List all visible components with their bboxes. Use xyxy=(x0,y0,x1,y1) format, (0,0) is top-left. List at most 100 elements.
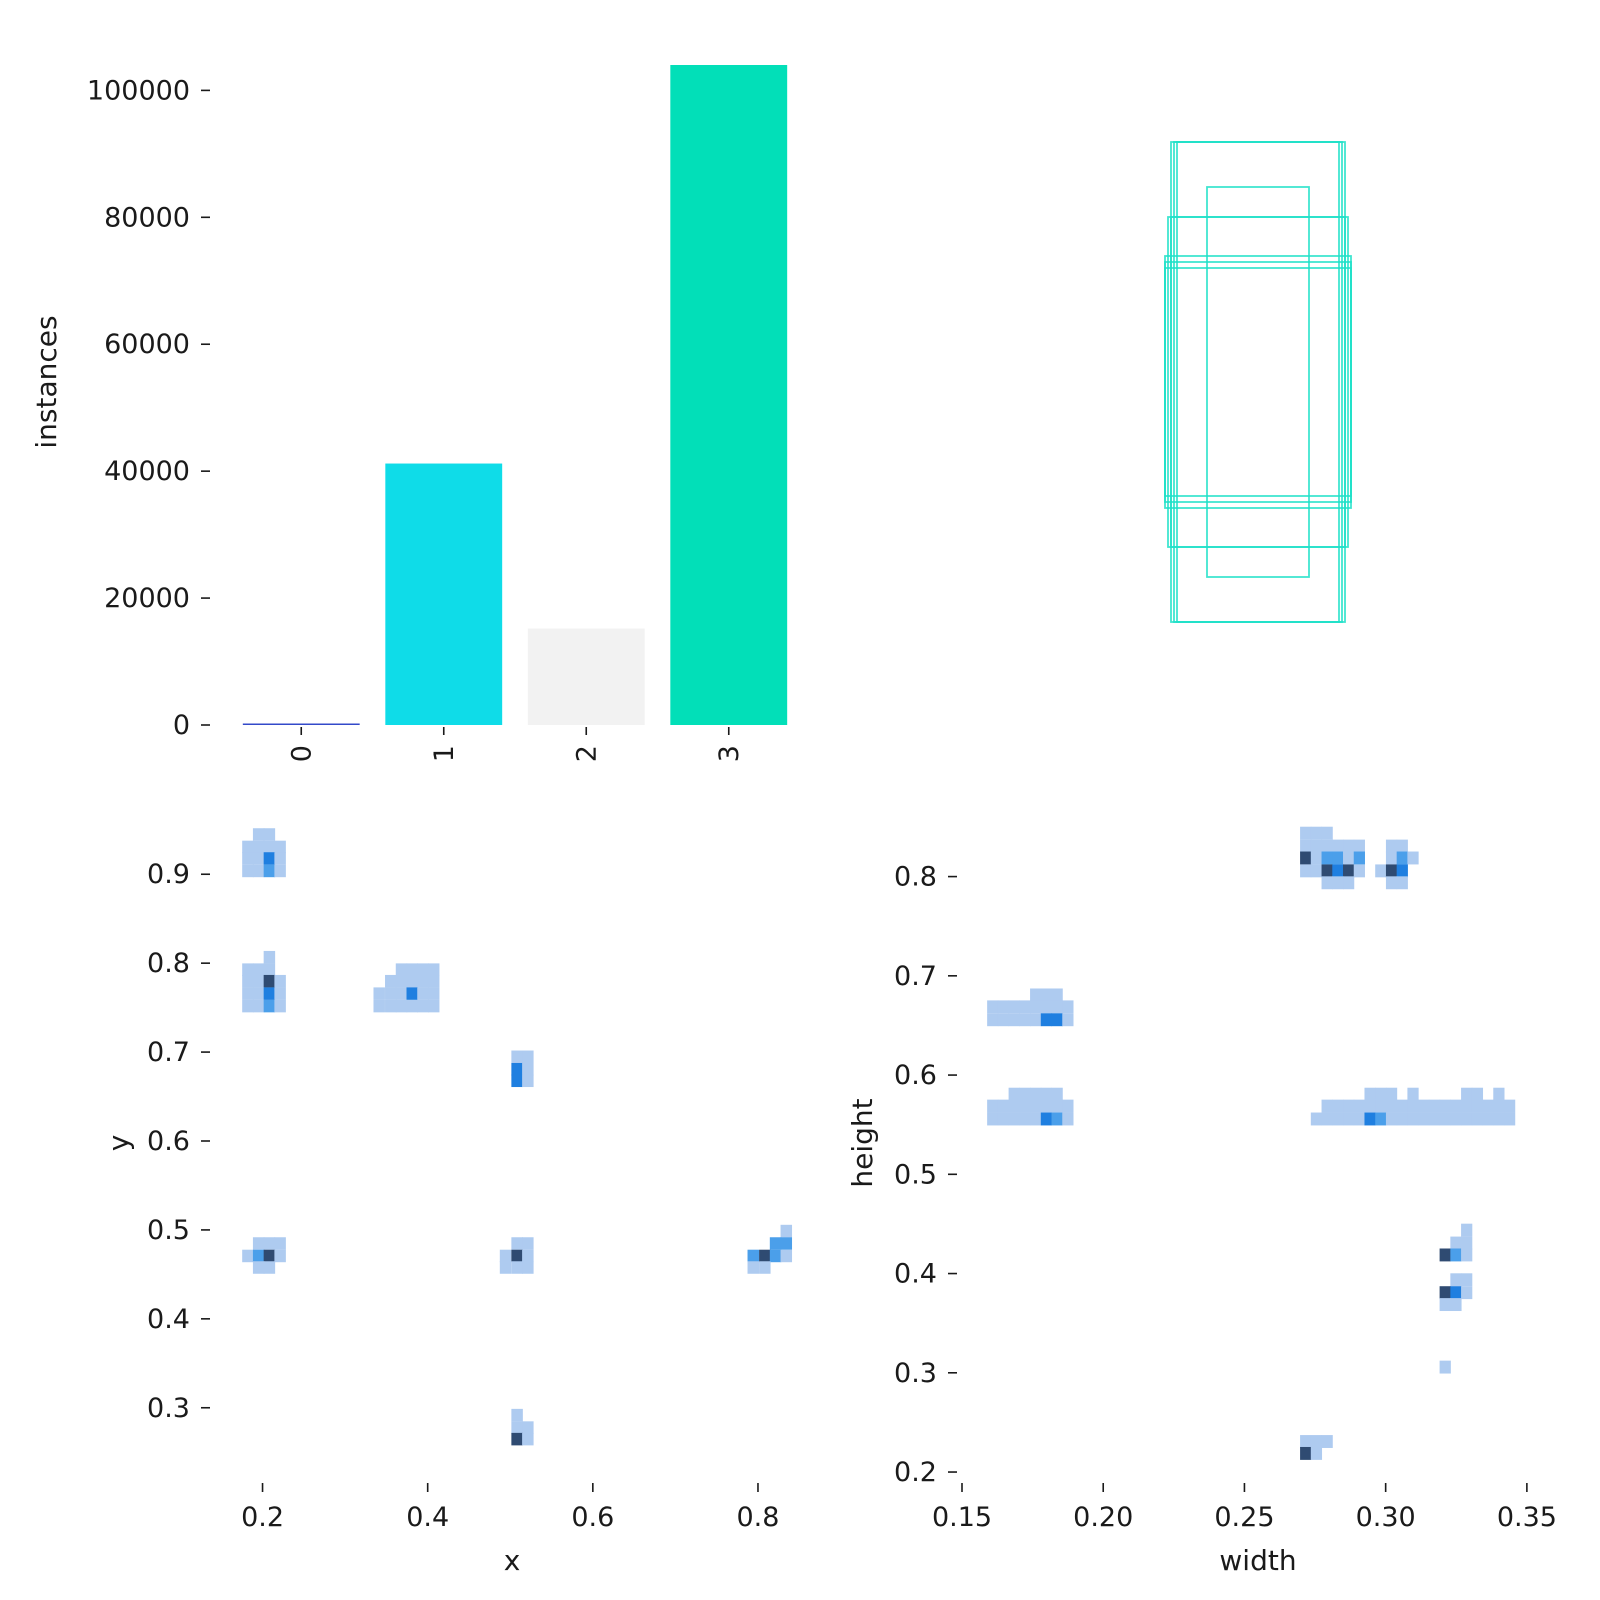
wh-cell xyxy=(1019,1099,1031,1113)
xy-y-tick-label: 0.4 xyxy=(147,1304,190,1335)
wh-y-tick-label: 0.4 xyxy=(894,1259,937,1290)
wh-cell xyxy=(1030,1099,1042,1113)
xy-cell xyxy=(242,840,254,854)
wh-cell xyxy=(1461,1236,1473,1250)
wh-cell xyxy=(1040,988,1053,1002)
xy-cell xyxy=(395,999,408,1013)
wh-y-tick-label: 0.6 xyxy=(894,1060,937,1091)
xy-cell xyxy=(522,1062,534,1076)
wh-cell xyxy=(1418,1112,1430,1126)
wh-cell xyxy=(1385,851,1398,865)
wh-cell xyxy=(1439,1112,1451,1126)
wh-cell xyxy=(1461,1099,1473,1113)
wh-cell xyxy=(1332,1112,1344,1126)
wh-cell xyxy=(1450,1112,1462,1126)
bar-marks xyxy=(242,65,788,725)
xy-cell xyxy=(263,864,276,878)
xy-x-axis-title: x xyxy=(504,1544,521,1577)
wh-cell xyxy=(1450,1273,1462,1287)
xy-cell xyxy=(252,840,265,854)
xy-cell xyxy=(373,987,385,1000)
xy-cell xyxy=(511,1421,523,1434)
xy-cell xyxy=(395,987,408,1000)
xy-cell xyxy=(263,950,276,964)
bar-x-tick-label-1: 1 xyxy=(429,745,460,762)
wh-cell xyxy=(1030,1112,1042,1126)
xy-cell xyxy=(511,1062,523,1076)
wh-cell xyxy=(1461,1273,1473,1287)
xy-cell xyxy=(406,963,418,976)
xy-cell xyxy=(780,1224,793,1238)
wh-cell xyxy=(1461,1248,1473,1262)
wh-cell xyxy=(1008,1099,1020,1113)
wh-cell xyxy=(1300,1446,1312,1460)
wh-cell xyxy=(1332,851,1344,865)
xy-cell xyxy=(522,1261,534,1274)
bar-y-tick-label: 60000 xyxy=(104,329,190,360)
wh-cell xyxy=(1030,1000,1042,1014)
bar-x-tick-label-0: 0 xyxy=(286,745,317,762)
xy-x-tick-label: 0.4 xyxy=(406,1502,449,1533)
xy-cell xyxy=(252,864,265,878)
bar-x-axis: 0 1 2 3 xyxy=(286,727,745,762)
wh-cell xyxy=(1364,1099,1376,1113)
bar-x-tick-label-3: 3 xyxy=(714,745,745,762)
xy-cell xyxy=(242,1249,254,1263)
xy-cell xyxy=(427,987,440,1000)
box-overlay-panel xyxy=(1164,141,1352,623)
bar-2 xyxy=(527,628,645,725)
wh-cell xyxy=(1030,1087,1042,1101)
xy-cell xyxy=(263,840,276,854)
xy-cell xyxy=(252,963,265,976)
xy-cell xyxy=(427,963,440,976)
wh-cell xyxy=(1062,1013,1074,1027)
wh-cell xyxy=(1321,1099,1333,1113)
wh-cell xyxy=(1461,1087,1473,1101)
xy-cell xyxy=(263,974,276,988)
xy-cell xyxy=(417,987,429,1000)
xy-cell xyxy=(252,1249,265,1263)
wh-cell xyxy=(1310,1435,1323,1448)
xy-y-tick-label: 0.8 xyxy=(147,948,190,979)
xy-cell xyxy=(769,1237,782,1250)
xy-cell xyxy=(417,963,429,976)
wh-cell xyxy=(1343,1099,1355,1113)
wh-cell xyxy=(1428,1099,1441,1113)
wh-cell xyxy=(1300,1435,1312,1448)
xy-cell xyxy=(780,1237,793,1250)
wh-cell xyxy=(1364,1087,1376,1101)
xy-cell xyxy=(373,999,385,1013)
wh-histogram-cells xyxy=(987,826,1516,1460)
wh-cell xyxy=(1407,1112,1419,1126)
wh-cell xyxy=(1396,839,1408,853)
bar-y-tick-label: 100000 xyxy=(87,75,190,106)
wh-cell xyxy=(1471,1112,1484,1126)
wh-cell xyxy=(1418,1099,1430,1113)
xy-cell xyxy=(263,852,276,865)
wh-cell xyxy=(1332,1099,1344,1113)
wh-cell xyxy=(1439,1298,1451,1312)
xy-x-tick-label: 0.2 xyxy=(241,1502,284,1533)
xy-cell xyxy=(274,840,286,854)
wh-cell xyxy=(1407,1099,1419,1113)
wh-cell xyxy=(997,1000,1010,1014)
wh-histogram: 0.15 0.20 0.25 0.30 0.35 0.20.30.40.50.60.70… xyxy=(846,826,1557,1577)
xy-y-tick-label: 0.7 xyxy=(147,1037,190,1068)
wh-cell xyxy=(1407,851,1419,865)
wh-cell xyxy=(1385,839,1398,853)
wh-cell xyxy=(997,1099,1010,1113)
wh-cell xyxy=(1385,876,1398,890)
xy-cell xyxy=(769,1249,782,1263)
xy-cell xyxy=(395,963,408,976)
xy-cell xyxy=(252,1261,265,1274)
wh-cell xyxy=(1471,1099,1484,1113)
wh-y-tick-label: 0.5 xyxy=(894,1159,937,1190)
xy-y-axis: 0.3 0.4 0.5 0.6 0.7 0.8 0.9 xyxy=(147,859,210,1424)
wh-cell xyxy=(1051,1087,1063,1101)
wh-cell xyxy=(1493,1112,1505,1126)
wh-cell xyxy=(1396,851,1408,865)
xy-cell xyxy=(417,999,429,1013)
xy-cell xyxy=(780,1249,793,1263)
wh-cell xyxy=(1493,1087,1505,1101)
